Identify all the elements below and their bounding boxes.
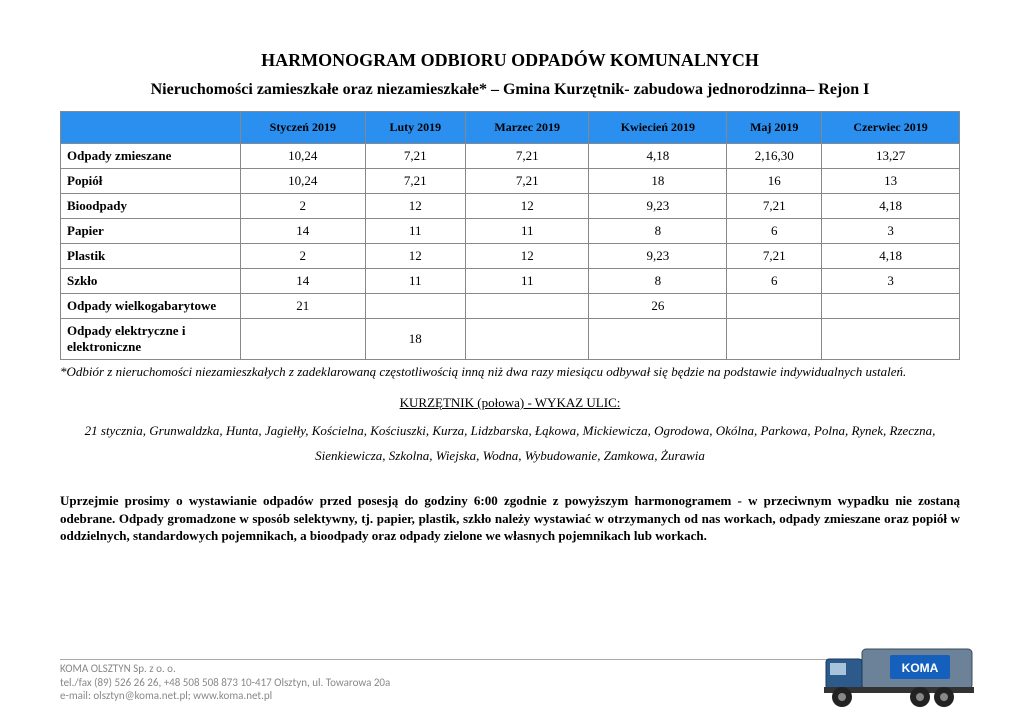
truck-logo-text: KOMA [902,661,939,675]
table-row: Szkło141111863 [61,269,960,294]
row-label: Szkło [61,269,241,294]
table-cell [822,294,960,319]
table-cell: 6 [727,219,822,244]
table-cell: 9,23 [589,244,727,269]
table-header-month: Maj 2019 [727,112,822,144]
table-cell: 12 [466,244,589,269]
table-row: Bioodpady212129,237,214,18 [61,194,960,219]
table-cell: 18 [365,319,465,360]
table-cell: 9,23 [589,194,727,219]
table-header-month: Marzec 2019 [466,112,589,144]
table-cell [822,319,960,360]
table-cell: 7,21 [727,244,822,269]
table-cell: 10,24 [241,144,366,169]
table-cell [466,294,589,319]
table-row: Odpady zmieszane10,247,217,214,182,16,30… [61,144,960,169]
row-label: Popiół [61,169,241,194]
table-cell [365,294,465,319]
table-cell: 2 [241,194,366,219]
table-cell: 10,24 [241,169,366,194]
garbage-truck-icon: KOMA [820,641,980,711]
table-cell: 16 [727,169,822,194]
table-cell: 4,18 [589,144,727,169]
row-label: Plastik [61,244,241,269]
table-header-month: Kwiecień 2019 [589,112,727,144]
table-cell: 12 [365,194,465,219]
table-cell [466,319,589,360]
table-cell: 8 [589,269,727,294]
table-cell: 7,21 [727,194,822,219]
table-cell: 11 [466,269,589,294]
table-header-month: Luty 2019 [365,112,465,144]
table-row: Plastik212129,237,214,18 [61,244,960,269]
footnote: *Odbiór z nieruchomości niezamieszkałych… [60,364,960,381]
table-header-category [61,112,241,144]
table-cell: 18 [589,169,727,194]
table-cell: 14 [241,269,366,294]
table-cell: 11 [365,219,465,244]
table-cell [589,319,727,360]
schedule-table: Styczeń 2019Luty 2019Marzec 2019Kwiecień… [60,111,960,360]
table-cell [727,319,822,360]
table-cell: 3 [822,269,960,294]
row-label: Bioodpady [61,194,241,219]
row-label: Odpady zmieszane [61,144,241,169]
table-header-month: Czerwiec 2019 [822,112,960,144]
table-cell: 8 [589,219,727,244]
table-cell: 7,21 [466,169,589,194]
table-cell: 6 [727,269,822,294]
table-cell: 4,18 [822,244,960,269]
document-subtitle: Nieruchomości zamieszkałe oraz niezamies… [60,81,960,99]
street-list: 21 stycznia, Grunwaldzka, Hunta, Jagiełł… [60,419,960,468]
table-cell: 7,21 [365,144,465,169]
table-cell: 12 [466,194,589,219]
table-cell: 13 [822,169,960,194]
document-title: HARMONOGRAM ODBIORU ODPADÓW KOMUNALNYCH [60,50,960,71]
table-cell: 7,21 [466,144,589,169]
table-cell: 11 [466,219,589,244]
table-cell: 2 [241,244,366,269]
table-header-month: Styczeń 2019 [241,112,366,144]
table-cell: 3 [822,219,960,244]
table-row: Odpady elektryczne i elektroniczne 18 [61,319,960,360]
table-cell: 13,27 [822,144,960,169]
table-cell: 14 [241,219,366,244]
table-cell [727,294,822,319]
table-cell: 26 [589,294,727,319]
table-row: Popiół10,247,217,21181613 [61,169,960,194]
table-cell: 21 [241,294,366,319]
table-cell: 7,21 [365,169,465,194]
notice-text: Uprzejmie prosimy o wystawianie odpadów … [60,492,960,545]
row-label: Papier [61,219,241,244]
table-cell [241,319,366,360]
table-row: Papier141111863 [61,219,960,244]
table-row: Odpady wielkogabarytowe21 26 [61,294,960,319]
street-list-heading: KURZĘTNIK (połowa) - WYKAZ ULIC: [60,395,960,411]
table-cell: 2,16,30 [727,144,822,169]
table-cell: 11 [365,269,465,294]
table-cell: 4,18 [822,194,960,219]
row-label: Odpady elektryczne i elektroniczne [61,319,241,360]
table-cell: 12 [365,244,465,269]
row-label: Odpady wielkogabarytowe [61,294,241,319]
